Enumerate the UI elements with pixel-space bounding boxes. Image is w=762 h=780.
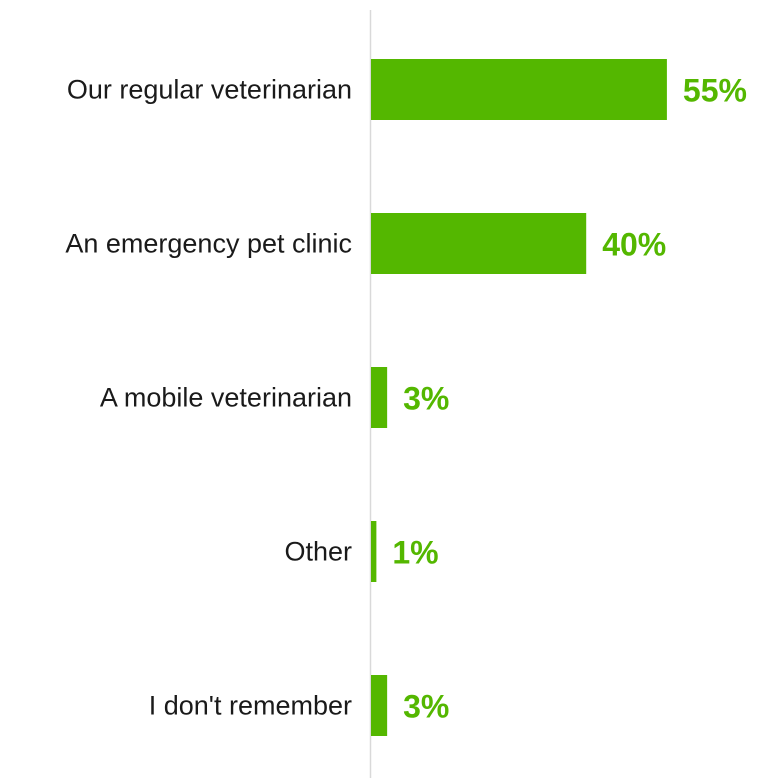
bar-1 — [371, 213, 587, 274]
bar-3 — [371, 521, 377, 582]
category-label-0: Our regular veterinarian — [67, 75, 352, 105]
value-label-2: 3% — [403, 381, 449, 417]
bar-0 — [371, 59, 667, 120]
value-label-3: 1% — [392, 535, 438, 571]
bars-group — [371, 59, 667, 736]
category-label-4: I don't remember — [149, 691, 352, 721]
category-label-3: Other — [284, 537, 352, 567]
bar-4 — [371, 675, 388, 736]
value-label-1: 40% — [602, 227, 666, 263]
value-labels-group: 55% 40% 3% 1% 3% — [392, 73, 747, 725]
category-label-2: A mobile veterinarian — [100, 383, 352, 413]
value-label-0: 55% — [683, 73, 747, 109]
category-label-1: An emergency pet clinic — [65, 229, 352, 259]
bar-2 — [371, 367, 388, 428]
category-labels-group: Our regular veterinarian An emergency pet… — [65, 75, 352, 721]
value-label-4: 3% — [403, 689, 449, 725]
